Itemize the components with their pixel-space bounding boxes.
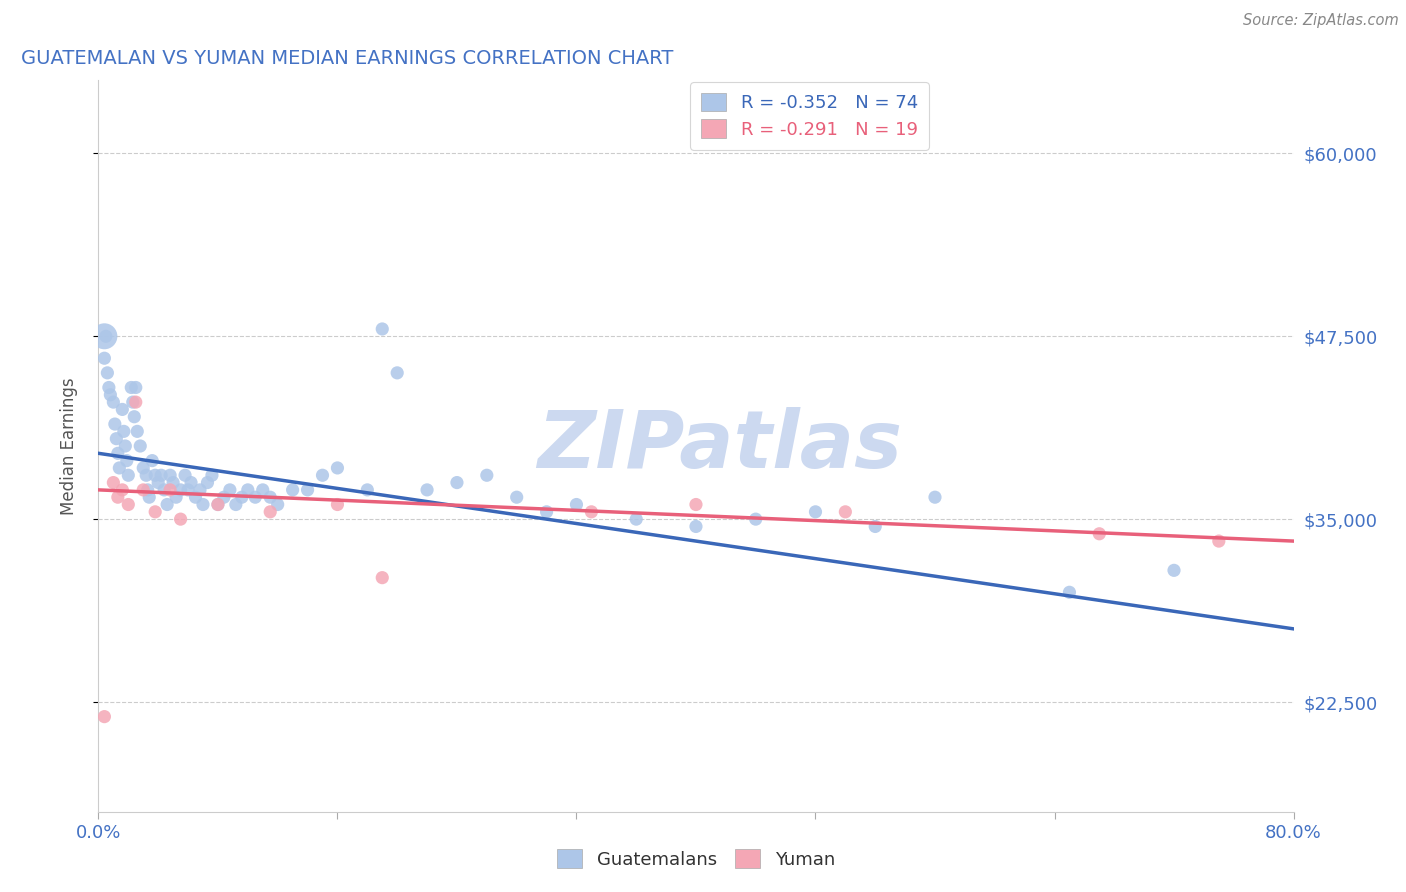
Point	[506, 490, 529, 504]
Y-axis label: Median Earnings: Median Earnings	[59, 377, 77, 515]
Point	[446, 475, 468, 490]
Point	[93, 351, 115, 366]
Point	[114, 439, 136, 453]
Point	[685, 498, 707, 512]
Point	[924, 490, 946, 504]
Point	[174, 468, 197, 483]
Point	[108, 461, 131, 475]
Point	[267, 498, 290, 512]
Point	[138, 490, 160, 504]
Point	[100, 388, 122, 402]
Point	[127, 425, 149, 439]
Point	[121, 395, 143, 409]
Point	[356, 483, 378, 497]
Point	[103, 395, 125, 409]
Point	[148, 475, 170, 490]
Point	[385, 366, 409, 380]
Point	[297, 483, 319, 497]
Point	[153, 483, 176, 497]
Point	[219, 483, 242, 497]
Point	[197, 475, 219, 490]
Point	[94, 329, 117, 343]
Point	[117, 498, 139, 512]
Point	[143, 468, 166, 483]
Point	[143, 505, 166, 519]
Point	[245, 490, 267, 504]
Point	[169, 483, 191, 497]
Point	[191, 498, 214, 512]
Point	[129, 439, 152, 453]
Point	[259, 490, 281, 504]
Point	[371, 322, 394, 336]
Text: ZIPatlas: ZIPatlas	[537, 407, 903, 485]
Point	[115, 453, 138, 467]
Point	[96, 366, 118, 380]
Point	[159, 468, 181, 483]
Point	[93, 709, 115, 723]
Point	[111, 402, 134, 417]
Point	[1163, 563, 1185, 577]
Point	[207, 498, 229, 512]
Point	[159, 483, 181, 497]
Point	[1208, 534, 1230, 549]
Point	[416, 483, 439, 497]
Point	[93, 329, 115, 343]
Point	[865, 519, 887, 533]
Point	[236, 483, 259, 497]
Point	[475, 468, 498, 483]
Point	[207, 498, 229, 512]
Point	[212, 490, 235, 504]
Point	[132, 483, 155, 497]
Point	[581, 505, 603, 519]
Point	[326, 498, 349, 512]
Point	[141, 453, 163, 467]
Text: Source: ZipAtlas.com: Source: ZipAtlas.com	[1243, 13, 1399, 29]
Point	[156, 498, 179, 512]
Point	[311, 468, 333, 483]
Point	[1059, 585, 1081, 599]
Point	[834, 505, 856, 519]
Point	[135, 468, 157, 483]
Point	[1088, 526, 1111, 541]
Point	[117, 468, 139, 483]
Point	[150, 468, 173, 483]
Point	[169, 512, 191, 526]
Point	[184, 490, 207, 504]
Point	[565, 498, 588, 512]
Point	[326, 461, 349, 475]
Point	[371, 571, 394, 585]
Point	[201, 468, 224, 483]
Point	[536, 505, 558, 519]
Point	[104, 417, 127, 431]
Point	[124, 409, 146, 424]
Point	[125, 395, 148, 409]
Point	[107, 446, 129, 460]
Point	[132, 461, 155, 475]
Point	[745, 512, 768, 526]
Point	[120, 380, 142, 394]
Point	[112, 425, 135, 439]
Point	[231, 490, 253, 504]
Point	[188, 483, 211, 497]
Point	[804, 505, 827, 519]
Point	[105, 432, 128, 446]
Point	[252, 483, 274, 497]
Point	[685, 519, 707, 533]
Point	[177, 483, 200, 497]
Point	[97, 380, 120, 394]
Point	[103, 475, 125, 490]
Legend: Guatemalans, Yuman: Guatemalans, Yuman	[546, 838, 846, 880]
Point	[259, 505, 281, 519]
Point	[626, 512, 648, 526]
Point	[111, 483, 134, 497]
Point	[107, 490, 129, 504]
Point	[180, 475, 202, 490]
Point	[165, 490, 187, 504]
Point	[136, 483, 159, 497]
Point	[225, 498, 247, 512]
Point	[125, 380, 148, 394]
Point	[281, 483, 304, 497]
Point	[162, 475, 184, 490]
Text: GUATEMALAN VS YUMAN MEDIAN EARNINGS CORRELATION CHART: GUATEMALAN VS YUMAN MEDIAN EARNINGS CORR…	[21, 48, 673, 68]
